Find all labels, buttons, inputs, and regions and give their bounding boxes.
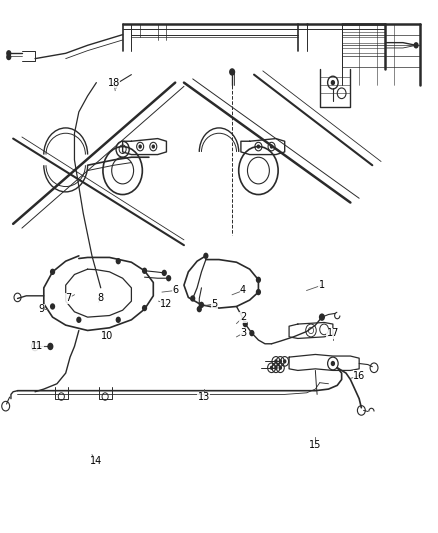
Circle shape	[283, 359, 286, 364]
Circle shape	[152, 144, 155, 149]
Text: 12: 12	[160, 299, 173, 309]
Circle shape	[256, 277, 261, 283]
Text: 17: 17	[327, 328, 339, 338]
Circle shape	[50, 269, 55, 275]
Text: 7: 7	[65, 294, 71, 303]
Text: 15: 15	[309, 440, 321, 450]
Text: 3: 3	[240, 328, 246, 338]
Circle shape	[166, 275, 171, 281]
Circle shape	[138, 144, 142, 149]
Circle shape	[190, 295, 195, 302]
Circle shape	[142, 268, 147, 274]
Text: 14: 14	[90, 456, 102, 466]
Circle shape	[279, 359, 282, 364]
Text: 5: 5	[212, 299, 218, 309]
Circle shape	[197, 306, 202, 312]
Circle shape	[116, 317, 121, 323]
Circle shape	[279, 366, 282, 370]
Circle shape	[47, 343, 53, 350]
Text: 1: 1	[319, 280, 325, 290]
Text: 16: 16	[353, 371, 365, 381]
Text: 2: 2	[240, 312, 246, 322]
Text: 9: 9	[39, 304, 45, 314]
Circle shape	[142, 305, 147, 311]
Circle shape	[50, 303, 55, 310]
Circle shape	[162, 270, 167, 276]
Circle shape	[413, 42, 419, 49]
Text: 10: 10	[101, 331, 113, 341]
Circle shape	[6, 54, 11, 60]
Circle shape	[6, 50, 11, 56]
Circle shape	[256, 289, 261, 295]
Circle shape	[274, 359, 278, 364]
Text: 11: 11	[31, 342, 43, 351]
Text: 8: 8	[98, 294, 104, 303]
Circle shape	[257, 144, 260, 149]
Circle shape	[331, 80, 335, 85]
Circle shape	[249, 330, 254, 336]
Circle shape	[229, 68, 235, 76]
Circle shape	[203, 253, 208, 259]
Circle shape	[116, 258, 121, 264]
Circle shape	[270, 144, 273, 149]
Text: 4: 4	[240, 286, 246, 295]
Text: 18: 18	[108, 78, 120, 87]
Circle shape	[243, 321, 248, 327]
Circle shape	[76, 317, 81, 323]
Circle shape	[270, 366, 273, 370]
Circle shape	[199, 302, 204, 308]
Circle shape	[331, 361, 335, 366]
Circle shape	[274, 366, 278, 370]
Circle shape	[319, 313, 325, 321]
Text: 6: 6	[172, 286, 178, 295]
Text: 13: 13	[198, 392, 210, 402]
